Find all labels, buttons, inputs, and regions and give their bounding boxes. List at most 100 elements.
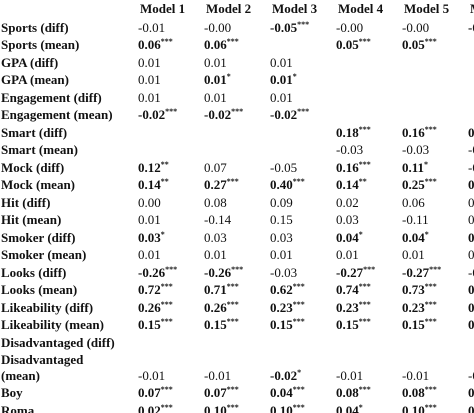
table-cell: 0.16*** — [336, 160, 371, 176]
cell-value: 0.72 — [138, 282, 161, 297]
table-cell: 0.19*** — [468, 300, 474, 316]
cell-value: 0.15 — [336, 317, 359, 332]
significance-stars: *** — [226, 282, 239, 291]
cell-value: -0.00 — [402, 19, 430, 35]
cell-value: 0.15 — [270, 317, 293, 332]
significance-stars: ** — [358, 177, 367, 186]
table-cell: 0.26*** — [204, 300, 239, 316]
table-cell: 0.15*** — [402, 317, 437, 333]
cell-value: 0.01 — [138, 89, 161, 105]
table-cell: 0.03 — [204, 230, 227, 246]
cell-value: -0.05 — [468, 19, 474, 35]
cell-value: 0.05 — [402, 37, 425, 52]
cell-value: 0.05 — [336, 37, 359, 52]
cell-value: 0.19 — [468, 299, 474, 315]
table-cell: 0.40*** — [270, 177, 305, 193]
table-cell: -0.01 — [138, 368, 165, 384]
table-cell: -0.02*** — [138, 107, 177, 123]
table-cell: -0.01 — [402, 368, 429, 384]
cell-value: -0.01 — [138, 19, 166, 35]
table-cell: 0.71*** — [204, 282, 239, 298]
cell-value: 0.18 — [336, 124, 359, 140]
row-label: Likeability (diff) — [1, 299, 94, 315]
cell-value: -0.02 — [138, 107, 166, 122]
significance-stars: * — [297, 367, 302, 377]
significance-stars: *** — [160, 317, 173, 326]
row-label: Smart (diff) — [1, 124, 68, 140]
table-row: Sports (diff) -0.01 -0.00 -0.05*** -0.00 -0.0… — [0, 18, 474, 36]
cell-value: 0.06 — [402, 194, 425, 210]
table-cell: -0.03 — [402, 142, 429, 158]
cell-value: 0.73 — [402, 282, 425, 297]
cell-value: 0.01 — [402, 247, 425, 262]
table-cell: 0.10*** — [270, 403, 305, 413]
table-cell: 0.04* — [336, 230, 363, 246]
table-row: GPA (mean) 0.01 0.01* 0.01* — [0, 71, 474, 89]
row-label: GPA (mean) — [1, 72, 69, 87]
significance-stars: *** — [160, 37, 173, 46]
significance-stars: *** — [292, 177, 305, 186]
table-row: Roma0.02***0.10***0.10***0.04*0.10***0.0… — [0, 401, 474, 413]
table-cell: 0.07*** — [138, 385, 173, 401]
table-row: Smart (diff)0.18***0.16***0.20*** — [0, 123, 474, 141]
cell-value: 0.01 — [270, 54, 293, 70]
table-cell: 0.62*** — [270, 282, 305, 298]
row-label: Hit (diff) — [1, 194, 51, 210]
table-cell: 0.01 — [402, 247, 425, 263]
significance-stars: *** — [231, 264, 244, 274]
significance-stars: *** — [424, 402, 437, 412]
significance-stars: *** — [231, 107, 244, 116]
cell-value: -0.05 — [270, 19, 298, 35]
table-cell: 0.01 — [270, 90, 293, 106]
cell-value: 0.07 — [204, 159, 227, 175]
cell-value: -0.01 — [138, 367, 166, 383]
significance-stars: *** — [226, 402, 239, 412]
row-label: Engagement (diff) — [1, 89, 102, 105]
cell-value: 0.01 — [138, 247, 161, 262]
table-cell: 0.03 — [336, 212, 359, 228]
significance-stars: *** — [160, 385, 173, 394]
cell-value: 0.26 — [138, 299, 161, 315]
significance-stars: *** — [424, 317, 437, 326]
cell-value: 0.40 — [270, 177, 293, 192]
significance-stars: ** — [160, 177, 169, 186]
cell-value: 0.08 — [402, 385, 425, 400]
cell-value: 0.19 — [468, 212, 474, 227]
cell-value: 0.25 — [402, 177, 425, 192]
table-cell: 0.12** — [138, 160, 169, 176]
table-cell: 0.01 — [138, 72, 161, 88]
table-row: Smart (mean) -0.03 -0.03 -0.00 — [0, 141, 474, 159]
significance-stars: *** — [292, 402, 305, 412]
table-cell: 0.03 — [270, 230, 293, 246]
significance-stars: * — [424, 159, 429, 169]
table-cell: 0.01 — [204, 90, 227, 106]
cell-value: 0.07 — [204, 385, 227, 400]
table-cell: 0.36*** — [468, 177, 474, 193]
significance-stars: * — [292, 72, 297, 81]
cell-value: 0.08 — [204, 194, 227, 210]
cell-value: 0.01 — [270, 247, 293, 262]
table-cell: 0.01 — [138, 212, 161, 228]
cell-value: 0.15 — [204, 317, 227, 332]
table-row: Looks (mean) 0.72*** 0.71*** 0.62*** 0.74***… — [0, 281, 474, 299]
table-cell: 0.01 — [336, 247, 359, 263]
cell-value: -0.02 — [270, 107, 298, 122]
cell-value: 0.03 — [336, 212, 359, 227]
table-cell: -0.27*** — [402, 265, 441, 281]
table-row: Hit (diff) 0.00 0.08 0.09 0.02 0.06 0.03 — [0, 193, 474, 211]
table-row: Boy0.07***0.07***0.04***0.08***0.08***0.… — [0, 384, 474, 402]
table-cell: 0.15*** — [138, 317, 173, 333]
cell-value: 0.15 — [402, 317, 425, 332]
cell-value: 0.01 — [270, 72, 293, 87]
table-row: Hit (mean) 0.01 -0.14 0.15 0.03 -0.11 0.19 — [0, 211, 474, 229]
column-header: Model 2 — [206, 1, 252, 16]
table-row: Engagement (diff) 0.01 0.01 0.01 — [0, 88, 474, 106]
cell-value: -0.11 — [402, 212, 429, 227]
table-cell: 0.08*** — [402, 385, 437, 401]
cell-value: -0.00 — [336, 19, 364, 35]
significance-stars: *** — [424, 177, 437, 186]
row-label: Roma — [1, 402, 35, 413]
column-header: Model 4 — [338, 1, 384, 16]
cell-value: 0.03 — [468, 229, 474, 245]
table-cell: -0.00 — [336, 20, 363, 36]
